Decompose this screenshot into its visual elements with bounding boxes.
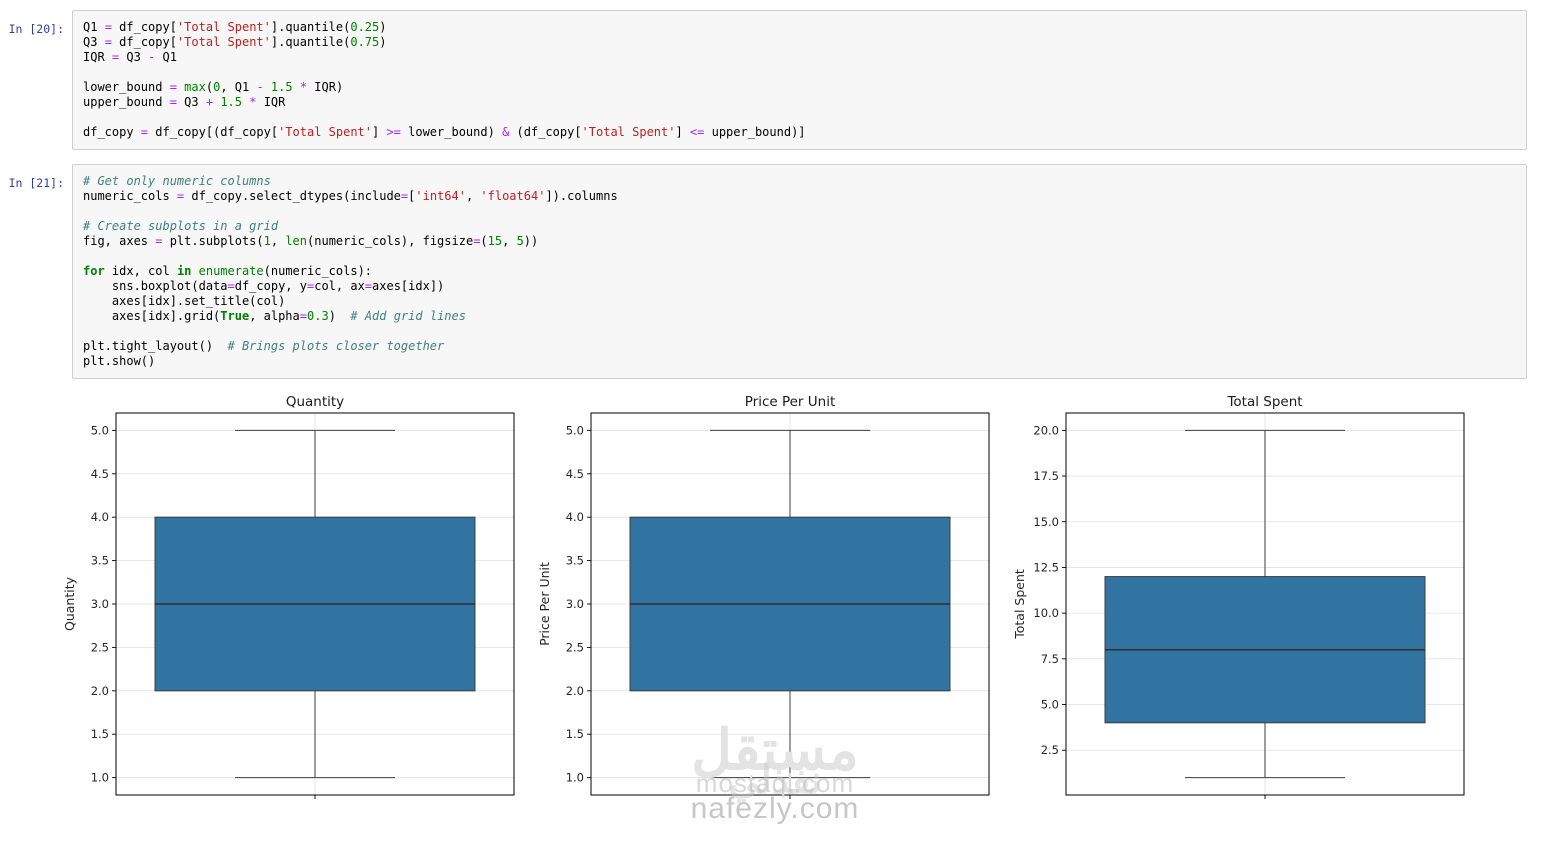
svg-text:12.5: 12.5 <box>1033 560 1059 574</box>
code-line: plt.tight_layout() # Brings plots closer… <box>83 339 445 353</box>
svg-text:4.5: 4.5 <box>566 467 584 481</box>
svg-text:Total Spent: Total Spent <box>1012 569 1027 640</box>
code-editor[interactable]: Q1 = df_copy['Total Spent'].quantile(0.2… <box>72 10 1527 150</box>
svg-text:Total Spent: Total Spent <box>1226 394 1302 410</box>
svg-text:2.5: 2.5 <box>91 640 109 654</box>
svg-text:5.0: 5.0 <box>91 423 109 437</box>
svg-text:1.0: 1.0 <box>91 771 109 785</box>
svg-text:2.0: 2.0 <box>566 684 584 698</box>
svg-text:3.0: 3.0 <box>91 597 109 611</box>
svg-text:Quantity: Quantity <box>62 576 77 631</box>
svg-text:5.0: 5.0 <box>1041 698 1059 712</box>
code-line: fig, axes = plt.subplots(1, len(numeric_… <box>83 234 539 248</box>
cell-prompt: In [21]: <box>8 176 64 190</box>
code-line: df_copy = df_copy[(df_copy['Total Spent'… <box>83 125 806 139</box>
code-line: numeric_cols = df_copy.select_dtypes(inc… <box>83 189 618 203</box>
svg-text:5.0: 5.0 <box>566 423 584 437</box>
boxplot-quantity: 1.0 1.5 2.0 2.5 3.0 3.5 4.0 4.5 5.0 Quantity Quant… <box>60 393 525 844</box>
code-line: for idx, col in enumerate(numeric_cols): <box>83 264 373 278</box>
svg-text:3.5: 3.5 <box>91 554 109 568</box>
code-line: axes[idx].grid(True, alpha=0.3) # Add gr… <box>83 309 466 323</box>
boxplot-total-spent: 2.5 5.0 7.5 10.0 12.5 15.0 17.5 20.0 Total Spent… <box>1010 393 1475 844</box>
svg-text:4.5: 4.5 <box>91 467 109 481</box>
svg-text:1.5: 1.5 <box>566 727 584 741</box>
svg-text:Quantity: Quantity <box>286 394 344 410</box>
cell-prompt: In [20]: <box>8 22 64 36</box>
figure-output: 1.0 1.5 2.0 2.5 3.0 3.5 4.0 4.5 5.0 Quantity Quant… <box>0 393 1549 844</box>
code-line: plt.show() <box>83 354 156 368</box>
cells-container: In [20]: Q1 = df_copy['Total Spent'].quan… <box>0 10 1549 379</box>
svg-text:2.5: 2.5 <box>566 640 584 654</box>
svg-text:1.0: 1.0 <box>566 771 584 785</box>
code-line <box>83 65 1516 80</box>
svg-text:Price Per Unit: Price Per Unit <box>745 394 836 410</box>
code-line: lower_bound = max(0, Q1 - 1.5 * IQR) <box>83 80 344 94</box>
svg-text:7.5: 7.5 <box>1041 652 1059 666</box>
code-line: upper_bound = Q3 + 1.5 * IQR <box>83 95 286 109</box>
code-line <box>83 324 1516 339</box>
code-line: Q3 = df_copy['Total Spent'].quantile(0.7… <box>83 35 387 49</box>
code-line <box>83 110 1516 125</box>
svg-text:4.0: 4.0 <box>91 510 109 524</box>
svg-text:Price Per Unit: Price Per Unit <box>537 562 552 646</box>
svg-text:2.0: 2.0 <box>91 684 109 698</box>
code-editor[interactable]: # Get only numeric columns numeric_cols =… <box>72 164 1527 379</box>
svg-text:10.0: 10.0 <box>1033 606 1059 620</box>
code-line <box>83 249 1516 264</box>
code-line <box>83 204 1516 219</box>
code-line: Q1 = df_copy['Total Spent'].quantile(0.2… <box>83 20 387 34</box>
svg-text:3.0: 3.0 <box>566 597 584 611</box>
code-line: sns.boxplot(data=df_copy, y=col, ax=axes… <box>83 279 445 293</box>
svg-text:2.5: 2.5 <box>1041 743 1059 757</box>
svg-text:20.0: 20.0 <box>1033 423 1059 437</box>
svg-text:3.5: 3.5 <box>566 554 584 568</box>
code-line: # Get only numeric columns <box>83 174 271 188</box>
svg-text:17.5: 17.5 <box>1033 469 1059 483</box>
notebook-cell: In [21]: # Get only numeric columns numeri… <box>6 164 1527 379</box>
code-line: axes[idx].set_title(col) <box>83 294 286 308</box>
notebook-cell: In [20]: Q1 = df_copy['Total Spent'].quan… <box>6 10 1527 150</box>
svg-text:15.0: 15.0 <box>1033 515 1059 529</box>
boxplot-price-per-unit: 1.0 1.5 2.0 2.5 3.0 3.5 4.0 4.5 5.0 Price Per Uni… <box>535 393 1000 844</box>
svg-text:1.5: 1.5 <box>91 727 109 741</box>
code-line: IQR = Q3 - Q1 <box>83 50 177 64</box>
code-line: # Create subplots in a grid <box>83 219 279 233</box>
svg-text:4.0: 4.0 <box>566 510 584 524</box>
